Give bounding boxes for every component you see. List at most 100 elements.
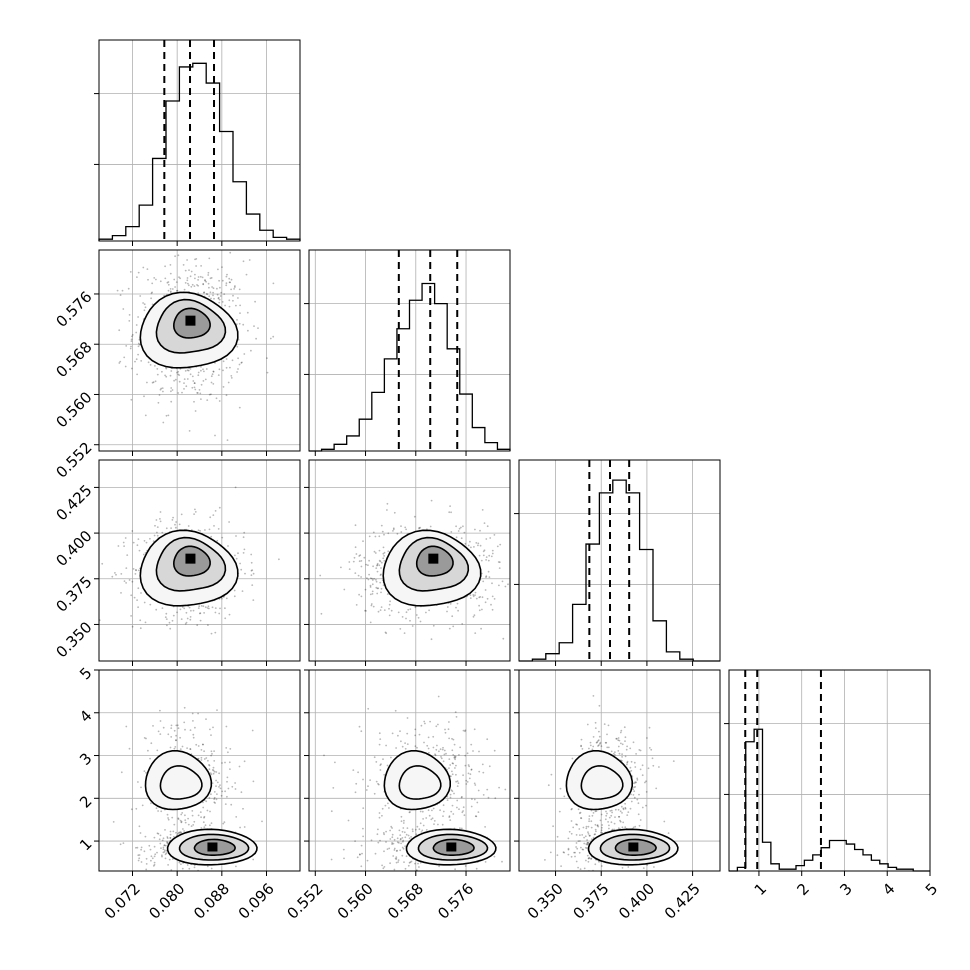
sample-point bbox=[146, 268, 149, 270]
sample-point bbox=[480, 559, 483, 562]
lower-mode-inner-contour bbox=[193, 838, 236, 856]
sample-point bbox=[380, 587, 383, 590]
sample-point bbox=[368, 535, 371, 538]
sample-point bbox=[189, 748, 192, 750]
sample-point bbox=[117, 545, 120, 547]
sample-point bbox=[362, 807, 365, 809]
sample-point bbox=[201, 276, 204, 279]
sample-point bbox=[184, 269, 187, 272]
sample-point bbox=[499, 543, 502, 546]
sample-point bbox=[469, 773, 472, 776]
sample-point bbox=[192, 733, 195, 736]
sample-point bbox=[139, 295, 142, 297]
sample-point bbox=[425, 829, 428, 831]
sample-point bbox=[208, 528, 211, 531]
sample-point bbox=[579, 811, 582, 814]
sample-point bbox=[440, 756, 442, 758]
sample-point bbox=[212, 294, 214, 297]
sample-point bbox=[219, 607, 221, 610]
sample-point bbox=[378, 535, 381, 538]
sample-point bbox=[221, 536, 224, 539]
x-tick-label: 0.088 bbox=[190, 880, 233, 923]
sample-point bbox=[206, 607, 209, 609]
sample-point bbox=[428, 814, 431, 817]
sample-point bbox=[170, 736, 173, 738]
panel-frame bbox=[728, 669, 931, 872]
sample-point bbox=[228, 299, 231, 302]
sample-point bbox=[409, 861, 412, 864]
sample-point bbox=[168, 621, 171, 624]
sample-point bbox=[174, 746, 177, 748]
sample-point bbox=[129, 271, 132, 273]
sample-point bbox=[470, 546, 472, 549]
sample-point bbox=[184, 282, 187, 284]
sample-point bbox=[252, 572, 255, 575]
sample-point bbox=[215, 771, 218, 773]
sample-point bbox=[582, 826, 585, 829]
sample-point bbox=[617, 739, 620, 741]
lower-mode-outer-contour bbox=[166, 828, 258, 866]
sample-point bbox=[213, 791, 216, 793]
sample-point bbox=[174, 523, 176, 526]
sample-point bbox=[212, 726, 214, 729]
sample-point bbox=[119, 360, 122, 363]
sample-point bbox=[130, 594, 133, 597]
sample-point bbox=[622, 807, 625, 810]
sample-point bbox=[229, 748, 232, 750]
sample-point bbox=[462, 810, 464, 812]
sample-point bbox=[608, 827, 610, 830]
sample-point bbox=[152, 381, 155, 384]
sample-point bbox=[177, 727, 180, 730]
sample-point bbox=[170, 400, 173, 403]
sample-point bbox=[186, 747, 189, 749]
sample-point bbox=[134, 360, 136, 363]
sample-point bbox=[440, 757, 443, 760]
sample-point bbox=[568, 830, 571, 833]
sample-point bbox=[358, 725, 361, 728]
sample-point bbox=[364, 609, 366, 612]
sample-point bbox=[383, 533, 385, 536]
panel-content bbox=[112, 706, 263, 871]
sample-point bbox=[354, 791, 357, 794]
sample-point bbox=[369, 779, 371, 781]
sample-point bbox=[169, 290, 172, 293]
sample-point bbox=[451, 770, 453, 773]
sample-point bbox=[173, 379, 176, 382]
sample-point bbox=[183, 288, 186, 291]
sample-point bbox=[208, 393, 211, 396]
sample-point bbox=[202, 801, 204, 804]
sample-point bbox=[556, 835, 559, 838]
sample-point bbox=[161, 854, 163, 857]
sample-point bbox=[191, 810, 194, 812]
sample-point bbox=[179, 819, 182, 822]
sample-point bbox=[471, 798, 473, 800]
sample-point bbox=[175, 739, 177, 742]
sample-point bbox=[372, 565, 374, 568]
sample-point bbox=[448, 511, 451, 514]
sample-point bbox=[408, 811, 411, 814]
sample-point bbox=[159, 280, 162, 283]
sample-point bbox=[199, 811, 202, 813]
sample-point bbox=[582, 848, 585, 851]
sample-point bbox=[200, 383, 203, 386]
sample-point bbox=[225, 366, 228, 369]
sample-point bbox=[197, 392, 199, 394]
sample-point bbox=[414, 728, 417, 731]
sample-point bbox=[452, 754, 455, 756]
sample-point bbox=[577, 808, 580, 811]
sample-point bbox=[370, 839, 373, 842]
y-tick-label: 0.568 bbox=[52, 338, 95, 381]
sample-point bbox=[578, 828, 581, 830]
sample-point bbox=[465, 783, 468, 785]
sample-point bbox=[400, 740, 402, 743]
sample-point bbox=[266, 357, 268, 359]
sample-point bbox=[592, 736, 595, 738]
panel-frame bbox=[518, 669, 721, 872]
contour-inner-contour bbox=[172, 545, 211, 577]
sample-point bbox=[205, 368, 208, 370]
sample-point bbox=[156, 534, 159, 537]
sample-point bbox=[396, 532, 399, 535]
sample-point bbox=[167, 283, 170, 286]
sample-point bbox=[587, 857, 590, 860]
sample-point bbox=[149, 757, 152, 760]
